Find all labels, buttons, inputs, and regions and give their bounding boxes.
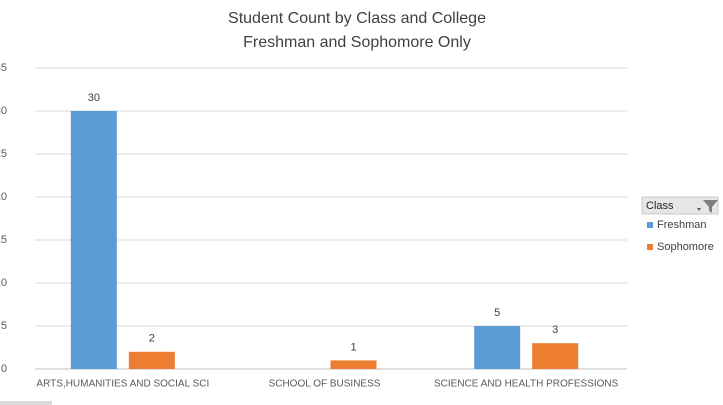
data-label: 30 <box>88 92 100 104</box>
legend-label: Sophomore <box>657 241 714 253</box>
bar <box>532 343 579 369</box>
data-label: 5 <box>494 307 500 319</box>
y-tick-label: 15 <box>0 234 7 246</box>
bar <box>70 111 117 369</box>
legend-swatch <box>647 244 653 250</box>
bar <box>474 326 521 369</box>
y-tick-label: 10 <box>0 277 7 289</box>
y-tick-label: 25 <box>0 148 7 160</box>
chart-title: Student Count by Class and College <box>228 10 486 27</box>
data-label: 3 <box>552 324 558 336</box>
legend-title: Class <box>646 200 674 212</box>
y-tick-label: 5 <box>1 320 7 332</box>
bar <box>128 351 175 369</box>
y-tick-label: 35 <box>0 62 7 74</box>
scrollbar <box>0 401 52 405</box>
data-label: 2 <box>149 333 155 345</box>
legend-swatch <box>647 222 653 228</box>
y-tick-label: 0 <box>1 363 7 375</box>
chart-subtitle: Freshman and Sophomore Only <box>243 34 471 51</box>
y-tick-label: 20 <box>0 191 7 203</box>
x-tick-label: ARTS,HUMANITIES AND SOCIAL SCI <box>36 379 209 390</box>
filter-icon <box>703 200 718 213</box>
y-tick-label: 30 <box>0 105 7 117</box>
x-tick-label: SCIENCE AND HEALTH PROFESSIONS <box>434 379 619 390</box>
x-tick-label: SCHOOL OF BUSINESS <box>269 379 381 390</box>
bar <box>330 360 377 369</box>
dropdown-arrow <box>697 208 701 211</box>
legend-label: Freshman <box>657 219 707 231</box>
data-label: 1 <box>350 341 356 353</box>
